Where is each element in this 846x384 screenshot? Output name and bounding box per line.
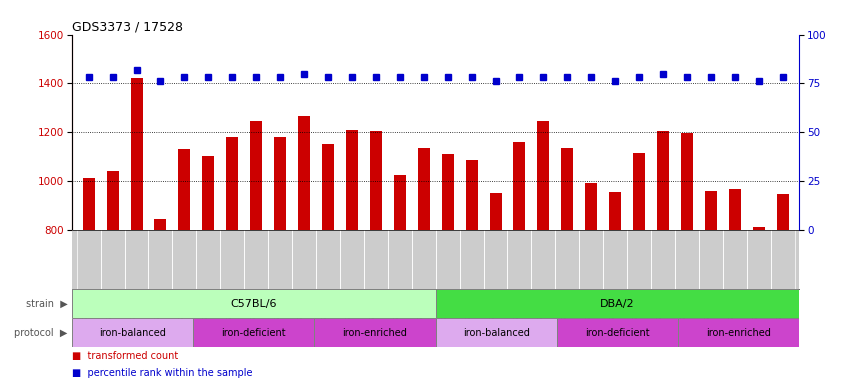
Bar bbox=[298, 116, 310, 230]
Text: DBA/2: DBA/2 bbox=[601, 299, 634, 309]
Bar bbox=[557, 318, 678, 347]
Bar bbox=[226, 137, 239, 230]
Bar bbox=[753, 227, 765, 230]
Bar bbox=[179, 149, 190, 230]
Bar bbox=[72, 318, 193, 347]
Bar bbox=[418, 148, 430, 230]
Text: iron-deficient: iron-deficient bbox=[222, 328, 286, 338]
Bar bbox=[678, 318, 799, 347]
Bar bbox=[777, 194, 788, 230]
Bar bbox=[322, 144, 334, 230]
Bar bbox=[537, 121, 549, 230]
Bar bbox=[193, 318, 315, 347]
Bar bbox=[72, 290, 436, 318]
Bar bbox=[130, 78, 142, 230]
Text: C57BL/6: C57BL/6 bbox=[231, 299, 277, 309]
Bar bbox=[155, 218, 167, 230]
Text: protocol  ▶: protocol ▶ bbox=[14, 328, 68, 338]
Bar bbox=[393, 175, 406, 230]
Bar bbox=[514, 142, 525, 230]
Bar bbox=[107, 171, 118, 230]
Bar bbox=[250, 121, 262, 230]
Bar bbox=[202, 156, 214, 230]
Bar bbox=[585, 183, 597, 230]
Bar bbox=[436, 290, 799, 318]
Text: iron-balanced: iron-balanced bbox=[463, 328, 530, 338]
Bar bbox=[490, 193, 502, 230]
Bar bbox=[633, 153, 645, 230]
Text: strain  ▶: strain ▶ bbox=[26, 299, 68, 309]
Text: ■  percentile rank within the sample: ■ percentile rank within the sample bbox=[72, 368, 252, 379]
Text: iron-enriched: iron-enriched bbox=[706, 328, 772, 338]
Bar bbox=[465, 160, 478, 230]
Text: GDS3373 / 17528: GDS3373 / 17528 bbox=[72, 20, 183, 33]
Bar bbox=[315, 318, 436, 347]
Bar bbox=[729, 189, 741, 230]
Bar bbox=[436, 318, 557, 347]
Bar bbox=[657, 131, 669, 230]
Bar bbox=[562, 148, 574, 230]
Text: iron-balanced: iron-balanced bbox=[99, 328, 166, 338]
Text: ■  transformed count: ■ transformed count bbox=[72, 351, 179, 361]
Bar bbox=[609, 192, 621, 230]
Bar bbox=[370, 131, 382, 230]
Bar bbox=[274, 137, 286, 230]
Bar bbox=[442, 154, 453, 230]
Bar bbox=[681, 133, 693, 230]
Bar bbox=[346, 130, 358, 230]
Bar bbox=[83, 178, 95, 230]
Text: iron-deficient: iron-deficient bbox=[585, 328, 650, 338]
Text: iron-enriched: iron-enriched bbox=[343, 328, 408, 338]
Bar bbox=[705, 190, 717, 230]
